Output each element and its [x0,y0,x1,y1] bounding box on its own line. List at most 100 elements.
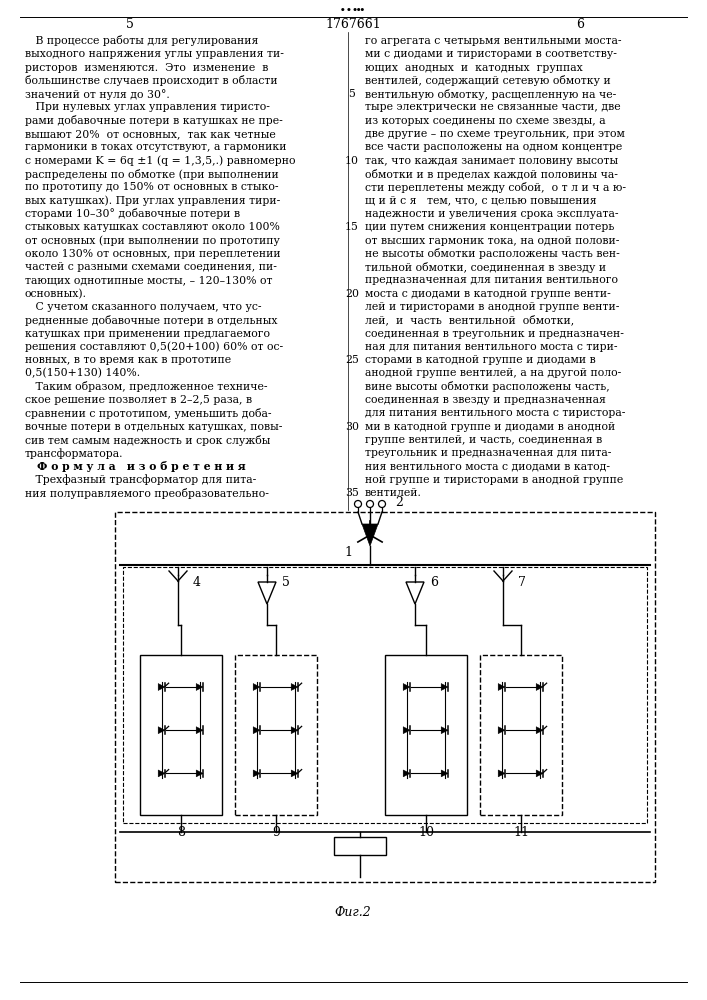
Text: по прототипу до 150% от основных в стыко-: по прототипу до 150% от основных в стыко… [25,182,279,192]
Polygon shape [362,524,378,546]
Polygon shape [196,770,203,777]
Bar [385,655,467,815]
Text: группе вентилей, и часть, соединенная в: группе вентилей, и часть, соединенная в [365,435,602,445]
Text: катушках при применении предлагаемого: катушках при применении предлагаемого [25,329,270,339]
Text: вентилей, содержащий сетевую обмотку и: вентилей, содержащий сетевую обмотку и [365,75,611,86]
Text: 35: 35 [345,488,359,498]
Polygon shape [441,684,448,690]
Bar [235,655,317,815]
Text: го агрегата с четырьмя вентильными моста-: го агрегата с четырьмя вентильными моста… [365,36,621,46]
Polygon shape [536,684,543,690]
Text: предназначенная для питания вентильного: предназначенная для питания вентильного [365,275,618,285]
Text: 5: 5 [349,89,356,99]
Text: выходного напряжения углы управления ти-: выходного напряжения углы управления ти- [25,49,284,59]
Polygon shape [158,727,165,734]
Polygon shape [403,684,410,690]
Text: сравнении с прототипом, уменьшить доба-: сравнении с прототипом, уменьшить доба- [25,408,271,419]
Polygon shape [253,684,260,690]
Text: частей с разными схемами соединения, пи-: частей с разными схемами соединения, пи- [25,262,277,272]
Text: 4: 4 [193,576,201,588]
Text: 10: 10 [418,826,434,840]
Polygon shape [158,684,165,690]
Text: вышают 20%  от основных,  так как четные: вышают 20% от основных, так как четные [25,129,276,139]
Polygon shape [441,770,448,777]
Text: лей и тиристорами в анодной группе венти-: лей и тиристорами в анодной группе венти… [365,302,619,312]
Text: решения составляют 0,5(20+100) 60% от ос-: решения составляют 0,5(20+100) 60% от ос… [25,342,283,352]
Text: ми в катодной группе и диодами в анодной: ми в катодной группе и диодами в анодной [365,422,615,432]
Polygon shape [441,727,448,734]
Text: тильной обмотки, соединенная в звезду и: тильной обмотки, соединенная в звезду и [365,262,606,273]
Text: ной группе и тиристорами в анодной группе: ной группе и тиристорами в анодной групп… [365,475,624,485]
Text: 9: 9 [272,826,280,840]
Text: ми с диодами и тиристорами в соответству-: ми с диодами и тиристорами в соответству… [365,49,617,59]
Text: большинстве случаев происходит в области: большинстве случаев происходит в области [25,75,278,86]
Text: В процессе работы для регулирования: В процессе работы для регулирования [25,35,258,46]
Text: значений от нуля до 30°.: значений от нуля до 30°. [25,89,170,100]
Bar [115,512,655,882]
Text: из которых соединены по схеме звезды, а: из которых соединены по схеме звезды, а [365,116,606,126]
Text: вых катушках). При углах управления тири-: вых катушках). При углах управления тири… [25,195,280,206]
Text: 6: 6 [430,576,438,588]
Text: соединенная в звезду и предназначенная: соединенная в звезду и предназначенная [365,395,606,405]
Text: сив тем самым надежность и срок службы: сив тем самым надежность и срок службы [25,434,270,446]
Polygon shape [403,727,410,734]
Bar [334,837,386,855]
Polygon shape [403,770,410,777]
Text: ная для питания вентильного моста с тири-: ная для питания вентильного моста с тири… [365,342,617,352]
Text: сторами 10–30° добавочные потери в: сторами 10–30° добавочные потери в [25,208,240,219]
Text: треугольник и предназначенная для пита-: треугольник и предназначенная для пита- [365,448,612,458]
Text: ния вентильного моста с диодами в катод-: ния вентильного моста с диодами в катод- [365,462,610,472]
Text: С учетом сказанного получаем, что ус-: С учетом сказанного получаем, что ус- [25,302,262,312]
Text: Ф о р м у л а   и з о б р е т е н и я: Ф о р м у л а и з о б р е т е н и я [37,461,245,472]
Polygon shape [498,770,505,777]
Text: от основных (при выполнении по прототипу: от основных (при выполнении по прототипу [25,235,280,246]
Text: от высших гармоник тока, на одной полови-: от высших гармоник тока, на одной полови… [365,235,619,245]
Text: сторами в катодной группе и диодами в: сторами в катодной группе и диодами в [365,355,596,365]
Text: Трехфазный трансформатор для пита-: Трехфазный трансформатор для пита- [25,475,256,485]
Text: основных).: основных). [25,289,87,299]
Text: 25: 25 [345,355,359,365]
Polygon shape [536,727,543,734]
Text: вентилей.: вентилей. [365,488,422,498]
Text: стыковых катушках составляют около 100%: стыковых катушках составляют около 100% [25,222,280,232]
Text: При нулевых углах управления тиристо-: При нулевых углах управления тиристо- [25,103,270,112]
Text: 5: 5 [282,576,290,588]
Text: моста с диодами в катодной группе венти-: моста с диодами в катодной группе венти- [365,289,611,299]
Polygon shape [291,684,298,690]
Text: все части расположены на одном концентре: все части расположены на одном концентре [365,142,622,152]
Text: тыре электрически не связанные части, две: тыре электрически не связанные части, дв… [365,103,621,112]
Text: 11: 11 [513,826,529,840]
Polygon shape [291,727,298,734]
Text: Фиг.2: Фиг.2 [334,906,371,918]
Text: обмотки и в пределах каждой половины ча-: обмотки и в пределах каждой половины ча- [365,168,618,180]
Text: ское решение позволяет в 2–2,5 раза, в: ское решение позволяет в 2–2,5 раза, в [25,395,252,405]
Polygon shape [253,770,260,777]
Text: около 130% от основных, при переплетении: около 130% от основных, при переплетении [25,249,281,259]
Polygon shape [291,770,298,777]
Text: ющих  анодных  и  катодных  группах: ющих анодных и катодных группах [365,63,583,73]
Text: 5: 5 [126,18,134,31]
Text: ристоров  изменяются.  Это  изменение  в: ристоров изменяются. Это изменение в [25,63,269,73]
Text: анодной группе вентилей, а на другой поло-: анодной группе вентилей, а на другой пол… [365,368,621,378]
Text: редненные добавочные потери в отдельных: редненные добавочные потери в отдельных [25,315,278,326]
Text: лей,  и  часть  вентильной  обмотки,: лей, и часть вентильной обмотки, [365,315,574,326]
Text: так, что каждая занимает половину высоты: так, что каждая занимает половину высоты [365,156,618,166]
Text: 30: 30 [345,422,359,432]
Bar [140,655,222,815]
Bar [123,567,647,823]
Text: ●  ●  ●●●: ● ● ●●● [341,8,365,12]
Text: Таким образом, предложенное техниче-: Таким образом, предложенное техниче- [25,381,267,392]
Text: ции путем снижения концентрации потерь: ции путем снижения концентрации потерь [365,222,614,232]
Text: 1767661: 1767661 [325,18,381,31]
Text: трансформатора.: трансформатора. [25,448,124,459]
Text: 1: 1 [344,546,352,560]
Text: для питания вентильного моста с тиристора-: для питания вентильного моста с тиристор… [365,408,626,418]
Bar [480,655,562,815]
Polygon shape [498,727,505,734]
Polygon shape [158,770,165,777]
Polygon shape [253,727,260,734]
Text: надежности и увеличения срока эксплуата-: надежности и увеличения срока эксплуата- [365,209,619,219]
Polygon shape [498,684,505,690]
Text: не высоты обмотки расположены часть вен-: не высоты обмотки расположены часть вен- [365,248,620,259]
Text: новных, в то время как в прототипе: новных, в то время как в прототипе [25,355,231,365]
